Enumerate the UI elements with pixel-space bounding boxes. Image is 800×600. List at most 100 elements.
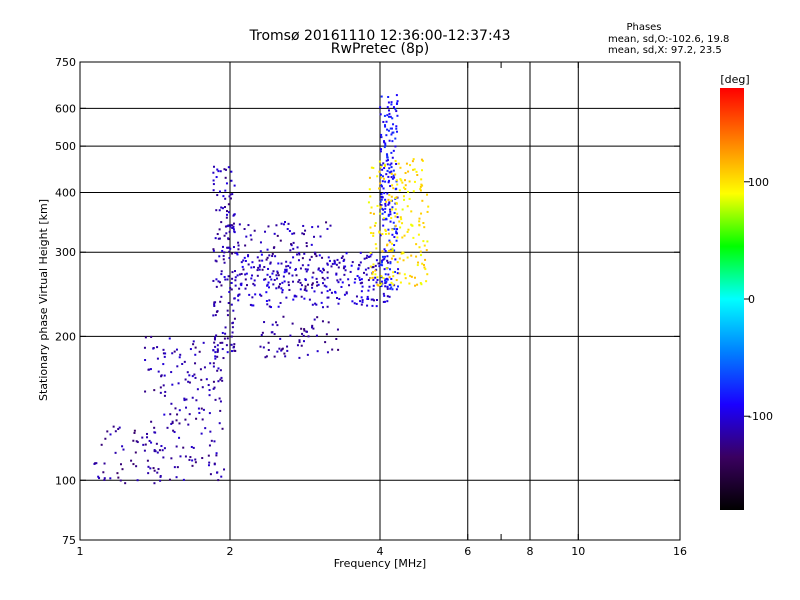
data-point xyxy=(421,262,424,265)
data-point xyxy=(370,206,373,209)
data-point xyxy=(381,212,384,215)
data-point xyxy=(285,270,288,273)
data-point xyxy=(397,162,400,165)
data-point xyxy=(388,295,391,298)
data-point xyxy=(403,198,406,201)
data-point xyxy=(391,249,394,252)
data-point xyxy=(277,262,280,265)
data-point xyxy=(396,183,399,186)
data-point xyxy=(404,277,407,280)
data-point xyxy=(388,112,391,115)
data-point xyxy=(225,232,228,235)
data-point xyxy=(146,459,149,462)
data-point xyxy=(394,108,397,111)
data-point xyxy=(396,285,399,288)
data-point xyxy=(337,281,340,284)
data-point xyxy=(394,197,397,200)
data-point xyxy=(213,440,216,443)
data-point xyxy=(338,297,341,300)
data-point xyxy=(292,298,295,301)
data-point xyxy=(207,464,210,467)
data-point xyxy=(385,200,388,203)
data-point xyxy=(386,286,389,289)
data-point xyxy=(249,303,252,306)
data-point xyxy=(308,298,311,301)
data-point xyxy=(153,426,156,429)
data-point xyxy=(278,347,281,350)
data-point xyxy=(175,476,178,479)
data-point xyxy=(289,266,292,269)
data-point xyxy=(212,279,215,282)
data-point xyxy=(150,335,153,338)
data-point xyxy=(164,352,167,355)
data-point xyxy=(381,168,384,171)
data-point xyxy=(179,455,182,458)
data-point xyxy=(326,276,329,279)
data-point xyxy=(400,252,403,255)
data-point xyxy=(315,277,318,280)
data-point xyxy=(195,399,198,402)
data-point xyxy=(383,163,386,166)
data-point xyxy=(416,174,419,177)
data-point xyxy=(291,232,294,235)
data-point xyxy=(287,281,290,284)
data-point xyxy=(159,475,162,478)
data-point xyxy=(413,168,416,171)
data-point xyxy=(237,248,240,251)
data-point xyxy=(227,246,230,249)
data-point xyxy=(358,278,361,281)
data-point xyxy=(383,141,386,144)
data-point xyxy=(261,259,264,262)
data-point xyxy=(317,283,320,286)
data-point xyxy=(395,180,398,183)
data-point xyxy=(153,449,156,452)
data-point xyxy=(296,344,299,347)
data-point xyxy=(230,281,233,284)
data-point xyxy=(194,346,197,349)
data-point xyxy=(382,177,385,180)
data-point xyxy=(321,271,324,274)
data-point xyxy=(266,303,269,306)
data-point xyxy=(222,254,225,257)
data-point xyxy=(191,464,194,467)
data-point xyxy=(147,472,150,475)
data-point xyxy=(366,297,369,300)
data-point xyxy=(280,262,283,265)
data-point xyxy=(380,275,383,278)
data-point xyxy=(313,235,316,238)
data-point xyxy=(380,148,383,151)
data-point xyxy=(219,341,222,344)
data-point xyxy=(336,258,339,261)
data-point xyxy=(383,294,386,297)
data-point xyxy=(202,408,205,411)
data-point xyxy=(192,340,195,343)
data-point xyxy=(283,271,286,274)
data-point xyxy=(348,284,351,287)
data-point xyxy=(400,179,403,182)
data-point xyxy=(382,162,385,165)
data-point xyxy=(243,228,246,231)
data-point xyxy=(291,274,294,277)
data-point xyxy=(227,275,230,278)
data-point xyxy=(162,348,165,351)
data-point xyxy=(349,270,352,273)
data-point xyxy=(421,199,424,202)
data-point xyxy=(379,200,382,203)
data-point xyxy=(359,261,362,264)
data-point xyxy=(260,294,263,297)
stats-line-x: mean, sd,X: 97.2, 23.5 xyxy=(608,45,722,56)
data-point xyxy=(215,285,218,288)
data-point xyxy=(369,265,372,268)
data-point xyxy=(251,274,254,277)
data-point xyxy=(365,257,368,260)
data-point xyxy=(144,336,147,339)
data-point xyxy=(118,426,121,429)
data-point xyxy=(379,283,382,286)
data-point xyxy=(417,261,420,264)
data-point xyxy=(361,281,364,284)
data-point xyxy=(258,268,261,271)
data-point xyxy=(267,281,270,284)
plot-area: 1 2 4 6 8 10 16 75 100 200 300 400 500 600 750 xyxy=(55,56,687,558)
data-point xyxy=(286,228,289,231)
data-point xyxy=(387,214,390,217)
